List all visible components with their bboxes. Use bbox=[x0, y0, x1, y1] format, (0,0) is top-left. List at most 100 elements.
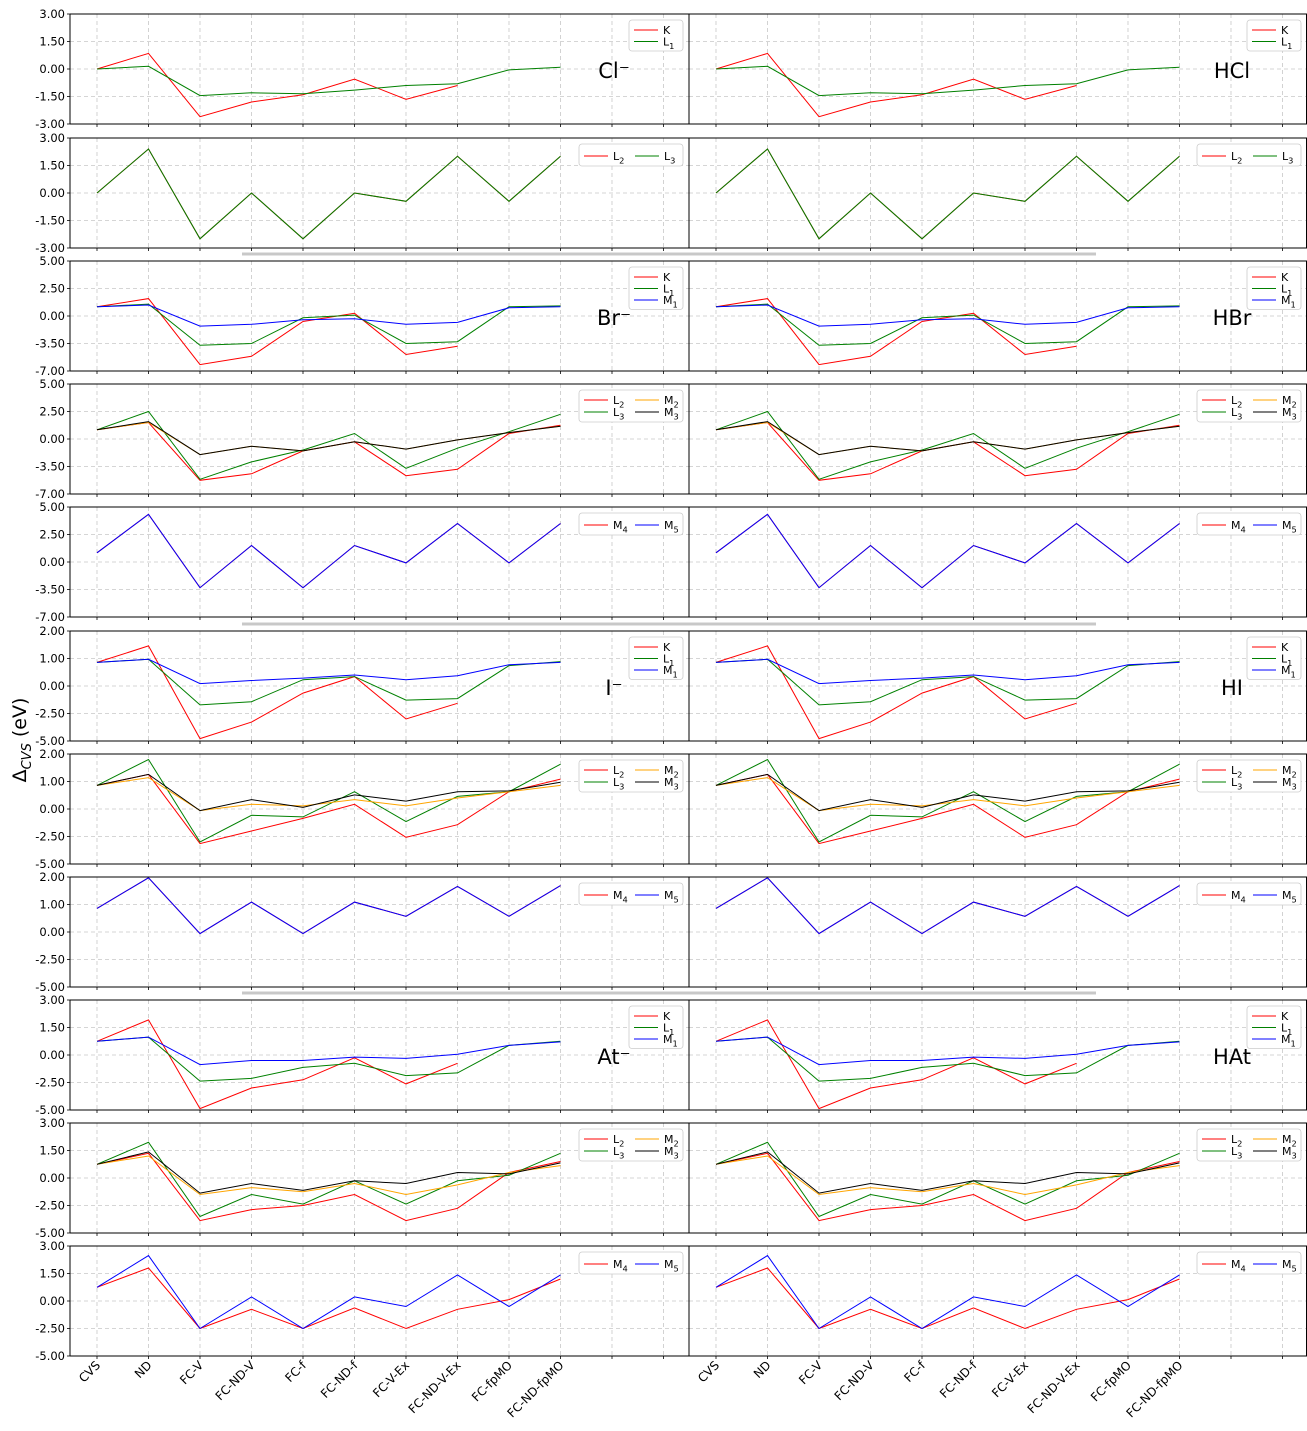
legend-box bbox=[1196, 389, 1302, 423]
y-tick-label: 3.00 bbox=[39, 131, 65, 145]
legend-label: L2 bbox=[613, 150, 624, 165]
x-tick-label: FC-ND-f bbox=[318, 1358, 361, 1401]
legend-label: L1 bbox=[663, 653, 674, 668]
x-tick-label: CVS bbox=[695, 1358, 722, 1385]
legend-label: L3 bbox=[1231, 406, 1242, 421]
series-line bbox=[715, 1036, 1180, 1082]
legend-box bbox=[628, 19, 684, 52]
panel-i-row7-left: 2.00 1.00 0.00 -2.50 -5.00 M4 M5 bbox=[35, 870, 689, 994]
series-line bbox=[715, 513, 1180, 589]
legend: M4 M5 bbox=[578, 1251, 684, 1275]
y-tick-label: -2.50 bbox=[35, 1199, 65, 1213]
y-tick-label: -3.00 bbox=[35, 241, 65, 255]
series-line bbox=[715, 421, 1180, 456]
series-line bbox=[715, 298, 1077, 366]
series-line bbox=[715, 645, 1077, 740]
legend-box bbox=[578, 882, 684, 906]
series-line bbox=[96, 513, 561, 589]
molecule-label: At⁻ bbox=[597, 1045, 630, 1069]
group-separator bbox=[242, 622, 1096, 626]
legend-label: L3 bbox=[664, 150, 675, 165]
y-tick-label: 2.50 bbox=[39, 405, 65, 419]
y-tick-label: 1.00 bbox=[39, 775, 65, 789]
y-tick-label: -1.50 bbox=[35, 90, 65, 104]
panel-at-row10-left: 3.00 1.50 0.00 -2.50 -5.00 M4 M5 bbox=[35, 1239, 689, 1363]
y-tick-label: -5.00 bbox=[35, 1103, 65, 1117]
series-line bbox=[96, 658, 561, 706]
y-tick-label: 0.00 bbox=[39, 309, 65, 323]
legend-label: L2 bbox=[1231, 764, 1242, 779]
series-line bbox=[96, 304, 561, 327]
legend-label: K bbox=[663, 271, 671, 284]
legend: M4 M5 bbox=[1196, 512, 1302, 536]
legend-label: L3 bbox=[613, 1145, 624, 1160]
x-tick-label: ND bbox=[751, 1358, 774, 1381]
panel-br-row4-right: M4 M5 bbox=[688, 506, 1307, 620]
series-line bbox=[715, 773, 1180, 812]
x-tick-label: CVS bbox=[76, 1358, 103, 1385]
series-line bbox=[715, 513, 1180, 589]
legend-label: L2 bbox=[613, 764, 624, 779]
series-line bbox=[715, 1152, 1180, 1222]
series-line bbox=[715, 52, 1077, 118]
panel-at-row10-right: M4 M5 bbox=[688, 1245, 1307, 1359]
y-tick-label: 0.00 bbox=[39, 1048, 65, 1062]
legend-box bbox=[1196, 1251, 1302, 1275]
legend-box bbox=[1196, 1128, 1302, 1162]
legend-label: L1 bbox=[1281, 1022, 1292, 1037]
series-line bbox=[96, 65, 561, 97]
y-tick-label: 0.00 bbox=[39, 432, 65, 446]
legend-box bbox=[1246, 19, 1302, 52]
x-tick-label: FC-fpMO bbox=[1088, 1358, 1134, 1404]
series-line bbox=[715, 421, 1180, 456]
y-tick-label: -5.00 bbox=[35, 1226, 65, 1240]
molecule-label: HBr bbox=[1213, 306, 1252, 330]
legend-box bbox=[578, 143, 684, 167]
series-line bbox=[715, 658, 1180, 685]
series-line bbox=[715, 148, 1180, 240]
legend-box bbox=[1196, 143, 1302, 167]
legend-label: L2 bbox=[613, 1133, 624, 1148]
legend-box bbox=[578, 759, 684, 793]
series-line bbox=[96, 148, 561, 240]
x-tick-label: FC-ND-f bbox=[937, 1358, 980, 1401]
y-tick-label: -2.50 bbox=[35, 1076, 65, 1090]
legend: L2 L3 bbox=[1196, 143, 1302, 167]
y-tick-label: -3.50 bbox=[35, 583, 65, 597]
y-tick-label: 0.00 bbox=[39, 679, 65, 693]
y-tick-label: 1.50 bbox=[39, 1267, 65, 1281]
series-line bbox=[96, 52, 458, 118]
series-line bbox=[96, 1267, 561, 1330]
y-tick-label: 2.00 bbox=[39, 870, 65, 884]
series-line bbox=[715, 1267, 1180, 1330]
y-tick-label: 2.00 bbox=[39, 747, 65, 761]
y-tick-label: -5.00 bbox=[35, 1349, 65, 1363]
legend: KL1 bbox=[628, 19, 684, 52]
y-tick-label: -5.00 bbox=[35, 734, 65, 748]
legend-label: L3 bbox=[613, 406, 624, 421]
series-line bbox=[715, 1141, 1180, 1218]
x-axis-labels: CVS ND FC-V FC-ND-V FC-f FC-ND-f FC-V-ExFC-ND-… bbox=[76, 1358, 1186, 1421]
series-line bbox=[715, 1036, 1180, 1066]
molecule-label: Br⁻ bbox=[597, 306, 631, 330]
legend: L2 L3 bbox=[578, 143, 684, 167]
y-tick-label: 1.00 bbox=[39, 898, 65, 912]
legend-label: L1 bbox=[663, 1022, 674, 1037]
series-line bbox=[96, 1152, 561, 1222]
series-line bbox=[96, 1036, 561, 1082]
legend-label: K bbox=[1281, 641, 1289, 654]
legend-label: L1 bbox=[663, 283, 674, 298]
series-line bbox=[715, 410, 1180, 480]
y-tick-label: 2.50 bbox=[39, 528, 65, 542]
y-tick-label: -5.00 bbox=[35, 980, 65, 994]
